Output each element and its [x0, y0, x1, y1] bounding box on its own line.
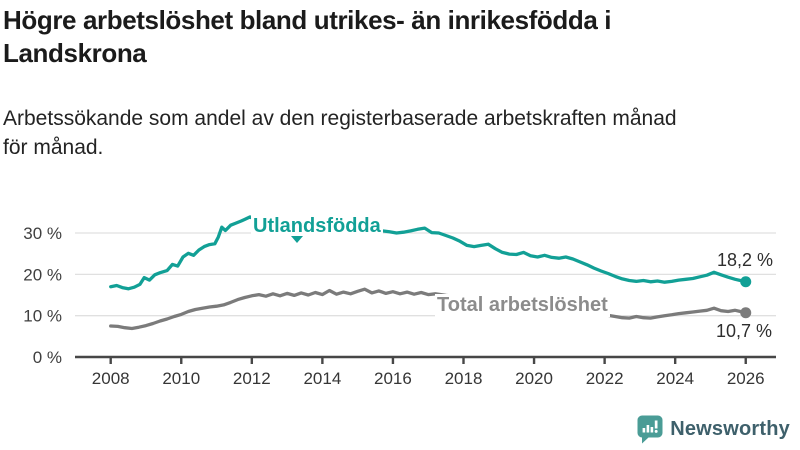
x-tick-label: 2012 — [233, 369, 271, 388]
newsworthy-logo: Newsworthy — [637, 415, 790, 444]
chart-subtitle-line1: Arbetssökande som andel av den registerb… — [3, 107, 677, 130]
x-tick-label: 2024 — [656, 369, 694, 388]
series-line-utlandsfodda — [109, 215, 748, 291]
y-tick-label: 10 % — [23, 307, 62, 326]
series-line-total — [109, 287, 748, 331]
x-tick-label: 2016 — [374, 369, 412, 388]
x-tick-label: 2026 — [727, 369, 765, 388]
x-tick-label: 2010 — [162, 369, 200, 388]
y-tick-label: 20 % — [23, 265, 62, 284]
chart-subtitle-line2: för månad. — [3, 136, 104, 159]
y-tick-label: 0 % — [33, 348, 62, 367]
x-tick-label: 2020 — [515, 369, 553, 388]
x-tick-label: 2018 — [445, 369, 483, 388]
newsworthy-logo-icon — [637, 415, 663, 444]
end-dot-total — [740, 307, 752, 319]
end-value-label-utlandsfodda: 18,2 % — [716, 250, 773, 270]
page-title: Högre arbetslöshet bland utrikes- än inr… — [3, 5, 612, 68]
series-label-utlandsfodda: Utlandsfödda — [251, 215, 383, 238]
series-label-total-arbetsloshet: Total arbetslöshet — [435, 294, 610, 317]
series-label-caret-icon — [291, 236, 303, 243]
end-value-label-total: 10,7 % — [715, 321, 772, 341]
newsworthy-logo-text: Newsworthy — [670, 418, 790, 440]
chart-subtitle: Arbetssökande som andel av den registerb… — [3, 104, 798, 162]
x-tick-label: 2022 — [586, 369, 624, 388]
y-tick-label: 30 % — [23, 224, 62, 243]
x-tick-label: 2014 — [303, 369, 341, 388]
x-tick-label: 2008 — [92, 369, 130, 388]
end-dot-utlandsfodda — [740, 276, 752, 288]
